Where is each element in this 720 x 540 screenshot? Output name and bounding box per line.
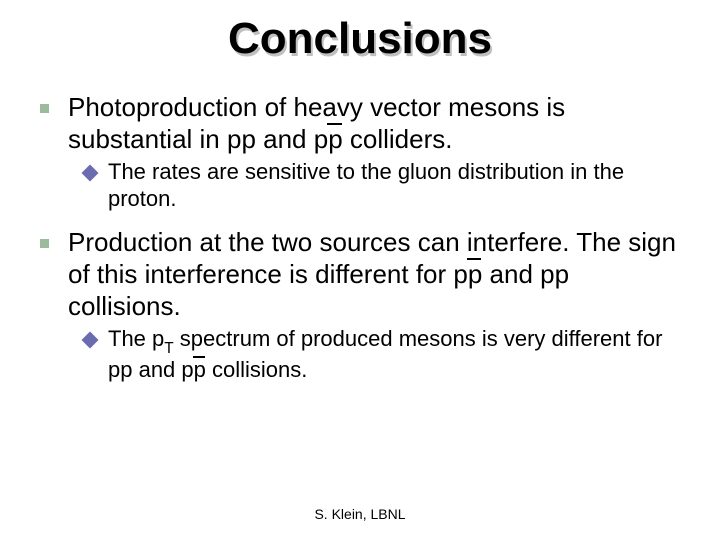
ppbar-symbol: pp [314,124,343,156]
bullet-2: Production at the two sources can interf… [68,227,680,322]
square-bullet-icon [40,239,49,248]
slide-footer: S. Klein, LBNL [0,506,720,522]
bullet-2-sub-text-c: collisions. [206,357,307,382]
slide-title: Conclusions [228,14,492,64]
bullet-1-sub-text: The rates are sensitive to the gluon dis… [108,159,624,211]
ppbar-symbol: pp [453,259,482,291]
diamond-bullet-icon [82,165,99,182]
slide: Conclusions Conclusions Photoproduction … [0,0,720,540]
diamond-bullet-icon [82,332,99,349]
bullet-1-sub: The rates are sensitive to the gluon dis… [108,159,680,213]
square-bullet-icon [40,104,49,113]
bullet-1: Photoproduction of heavy vector mesons i… [68,92,680,155]
slide-body: Photoproduction of heavy vector mesons i… [0,64,720,384]
pt-T: T [164,340,173,357]
bullet-2-sub-text-a: The [108,326,152,351]
title-container: Conclusions Conclusions [0,0,720,64]
bullet-2-sub: The pT spectrum of produced mesons is ve… [108,326,680,384]
bullet-2-text-a: Production at the two sources can interf… [68,227,676,289]
bullet-1-text-b: colliders. [343,124,453,154]
ppbar-symbol: pp [181,357,205,384]
pt-p: p [152,326,164,351]
pt-symbol: pT [152,326,174,351]
